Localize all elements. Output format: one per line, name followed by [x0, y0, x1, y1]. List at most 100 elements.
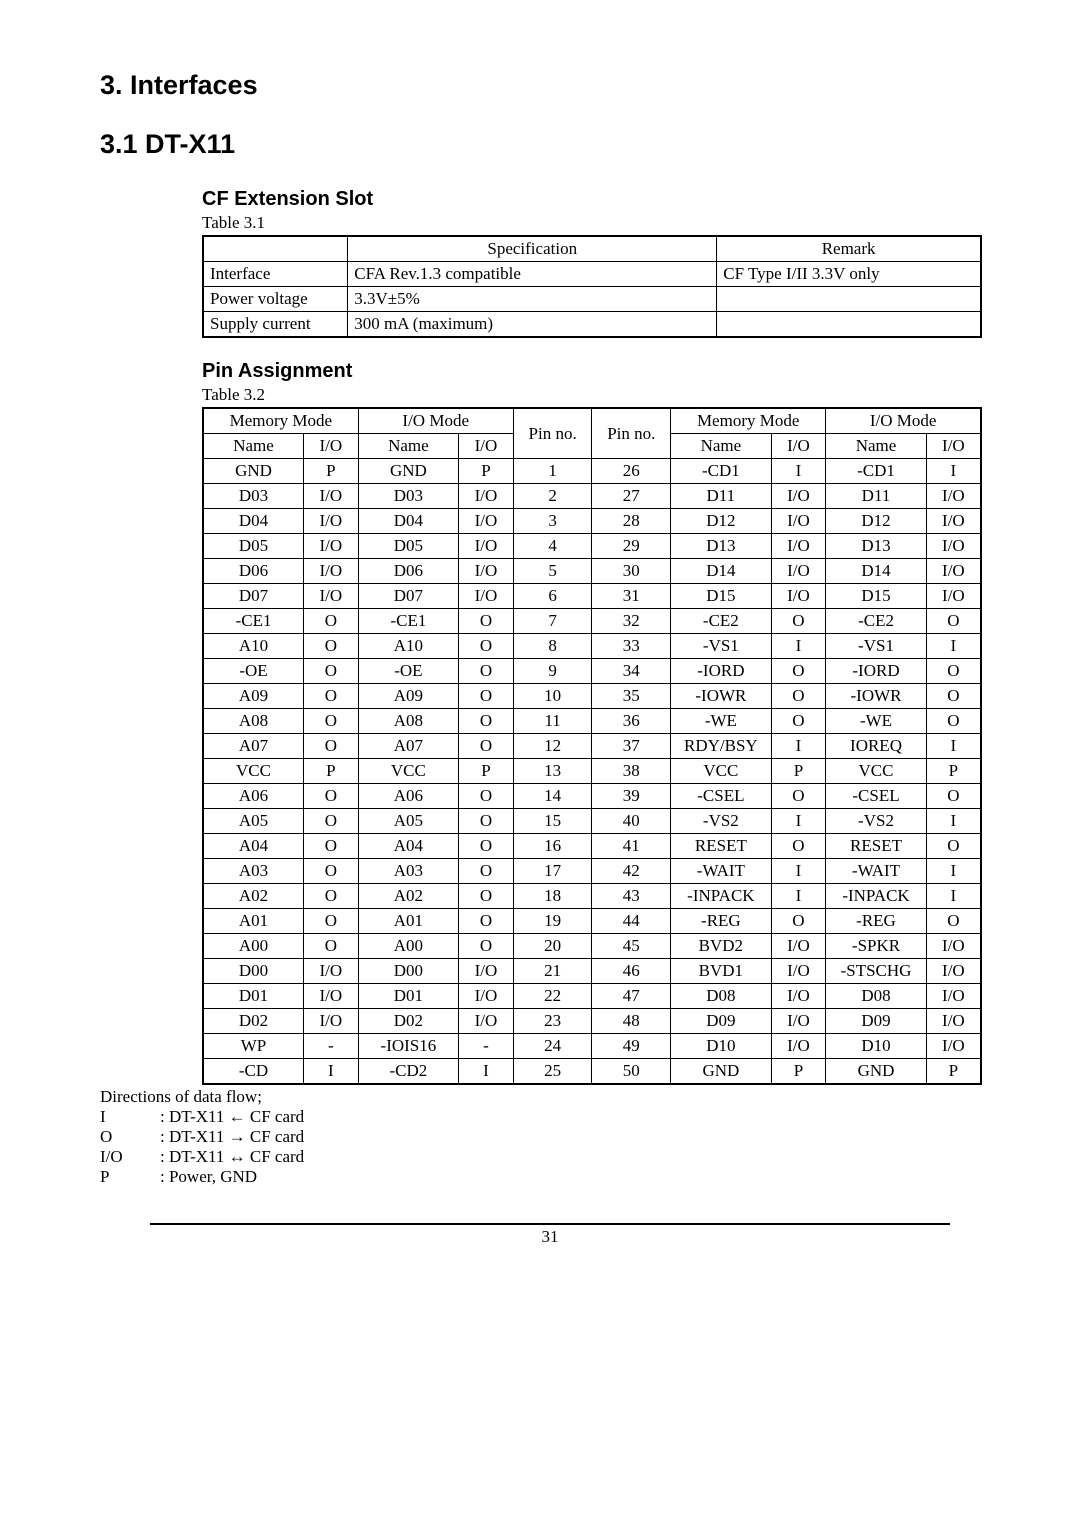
pin-cell: 20 [513, 934, 592, 959]
pin-cell: D02 [203, 1009, 304, 1034]
pin-cell: I/O [304, 484, 359, 509]
pin-cell: A02 [358, 884, 459, 909]
pin-cell: I [771, 459, 826, 484]
pin-group-io2: I/O Mode [826, 408, 981, 434]
pin-cell: 8 [513, 634, 592, 659]
pin-cell: O [304, 909, 359, 934]
pin-cell: 32 [592, 609, 671, 634]
pin-cell: D10 [671, 1034, 772, 1059]
pin-cell: D06 [358, 559, 459, 584]
pin-cell: GND [203, 459, 304, 484]
pin-cell: -IOWR [671, 684, 772, 709]
pin-cell: I/O [926, 584, 981, 609]
pin-cell: D13 [826, 534, 927, 559]
pin-cell: D02 [358, 1009, 459, 1034]
pin-cell: 10 [513, 684, 592, 709]
pin-cell: I [926, 634, 981, 659]
heading-pin-assignment: Pin Assignment [202, 360, 1000, 383]
page-number: 31 [150, 1223, 950, 1247]
pin-cell: O [304, 659, 359, 684]
pin-cell: O [926, 609, 981, 634]
pin-cell: 19 [513, 909, 592, 934]
pin-cell: I/O [771, 959, 826, 984]
pin-cell: -IORD [826, 659, 927, 684]
pin-cell: BVD2 [671, 934, 772, 959]
pin-cell: I/O [926, 534, 981, 559]
pin-cell: O [304, 709, 359, 734]
pin-cell: I [926, 459, 981, 484]
pin-cell: O [926, 834, 981, 859]
pin-cell: 25 [513, 1059, 592, 1085]
pin-cell: I [771, 859, 826, 884]
pin-cell: -OE [358, 659, 459, 684]
pin-sub-name4: Name [826, 434, 927, 459]
pin-cell: 24 [513, 1034, 592, 1059]
pin-cell: 30 [592, 559, 671, 584]
pin-cell: I/O [459, 559, 514, 584]
pin-sub-name2: Name [358, 434, 459, 459]
pin-cell: P [304, 459, 359, 484]
pin-cell: D10 [826, 1034, 927, 1059]
pin-cell: GND [358, 459, 459, 484]
pin-cell: 48 [592, 1009, 671, 1034]
pin-cell: -REG [826, 909, 927, 934]
pin-cell: O [459, 934, 514, 959]
pin-cell: O [304, 934, 359, 959]
pin-cell: IOREQ [826, 734, 927, 759]
heading-dtx11: 3.1 DT-X11 [100, 129, 1000, 160]
pin-cell: I/O [304, 959, 359, 984]
pin-cell: 31 [592, 584, 671, 609]
pin-cell: 12 [513, 734, 592, 759]
pin-cell: A07 [203, 734, 304, 759]
data-flow-legend: Directions of data flow; I: DT-X11 ← CF … [100, 1087, 1000, 1187]
pin-cell: I [459, 1059, 514, 1085]
pin-cell: 13 [513, 759, 592, 784]
pin-cell: A09 [203, 684, 304, 709]
pin-cell: D05 [358, 534, 459, 559]
pin-cell: I/O [304, 1009, 359, 1034]
pin-cell: D14 [671, 559, 772, 584]
spec-cell: CFA Rev.1.3 compatible [348, 262, 717, 287]
pin-cell: -WAIT [671, 859, 772, 884]
pin-cell: I [771, 884, 826, 909]
pin-cell: D04 [358, 509, 459, 534]
pin-cell: D11 [671, 484, 772, 509]
pin-cell: D08 [671, 984, 772, 1009]
pin-cell: I [926, 809, 981, 834]
spec-head-remark: Remark [717, 236, 981, 262]
pin-cell: I/O [459, 984, 514, 1009]
pin-cell: -VS2 [671, 809, 772, 834]
pin-cell: 22 [513, 984, 592, 1009]
flow-value: : DT-X11 → CF card [160, 1127, 304, 1147]
pin-cell: 37 [592, 734, 671, 759]
pin-cell: 35 [592, 684, 671, 709]
pin-cell: -CSEL [671, 784, 772, 809]
pin-cell: 46 [592, 959, 671, 984]
pin-cell: I/O [459, 1009, 514, 1034]
pin-cell: -WAIT [826, 859, 927, 884]
pin-cell: I/O [771, 509, 826, 534]
pin-cell: A10 [203, 634, 304, 659]
pin-cell: A03 [203, 859, 304, 884]
pin-cell: -IOWR [826, 684, 927, 709]
pin-cell: 39 [592, 784, 671, 809]
pin-cell: I/O [459, 484, 514, 509]
spec-table: Specification Remark InterfaceCFA Rev.1.… [202, 235, 982, 338]
spec-cell: Interface [203, 262, 348, 287]
flow-value: : DT-X11 ↔ CF card [160, 1147, 304, 1167]
pin-cell: I/O [459, 534, 514, 559]
pin-cell: I/O [459, 584, 514, 609]
pin-cell: A05 [203, 809, 304, 834]
pin-cell: O [459, 859, 514, 884]
pin-cell: -CE2 [671, 609, 772, 634]
pin-cell: A10 [358, 634, 459, 659]
pin-cell: O [459, 909, 514, 934]
pin-cell: I/O [304, 984, 359, 1009]
spec-cell: 3.3V±5% [348, 287, 717, 312]
pin-cell: O [771, 609, 826, 634]
pin-cell: 14 [513, 784, 592, 809]
pin-cell: A01 [358, 909, 459, 934]
pin-cell: O [304, 884, 359, 909]
heading-cf-slot: CF Extension Slot [202, 188, 1000, 211]
pin-cell: I/O [771, 1009, 826, 1034]
